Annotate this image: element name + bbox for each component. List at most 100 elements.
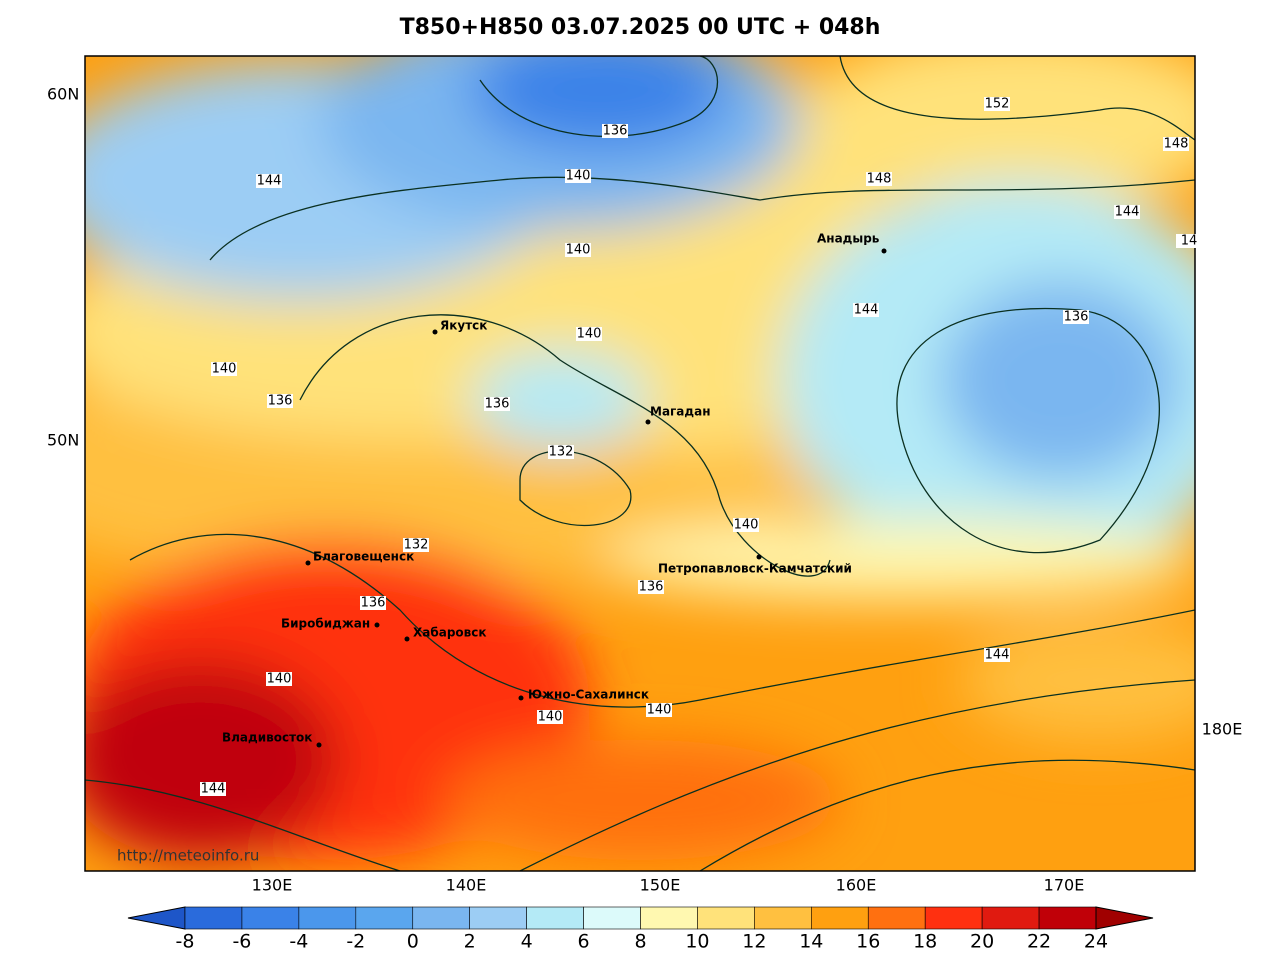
city-label: Анадырь: [817, 232, 880, 246]
colorbar-tick-label: 10: [685, 931, 709, 953]
contour-label-bg: [638, 580, 664, 594]
contour-label: 148: [867, 172, 892, 187]
contour-label-bg: [565, 243, 591, 257]
colorbar-tick-label: -4: [289, 931, 308, 953]
contour-label: 136: [268, 394, 293, 409]
contour-label: 144: [257, 174, 282, 189]
colorbar-bin: [298, 906, 357, 930]
colorbar-bin: [583, 906, 641, 930]
contour-label: 136: [485, 397, 510, 412]
city-dot: [881, 248, 887, 254]
contour-label: 152: [985, 97, 1010, 112]
contour-label: 140: [538, 710, 563, 725]
contour-label-bg: [1163, 137, 1189, 151]
contour-label: 144: [985, 648, 1010, 663]
contour-label: 132: [404, 538, 429, 553]
colorbar-tick-label: 20: [970, 931, 994, 953]
colorbar-tick-label: 4: [521, 931, 533, 953]
colorbar-tick-label: 24: [1084, 931, 1108, 953]
colorbar-bin: [355, 906, 414, 930]
lon-label: 170E: [1044, 876, 1085, 895]
city-label: Магадан: [650, 405, 711, 419]
contour-label: 140: [212, 362, 237, 377]
colorbar-bin: [867, 906, 926, 930]
contour-label-bg: [403, 538, 429, 552]
colorbar-bin: [412, 906, 470, 930]
contour-label-bg: [1176, 234, 1202, 248]
city-dot: [518, 695, 524, 701]
contour-label: 148: [1164, 137, 1189, 152]
contour-label-bg: [646, 703, 672, 717]
city-dot: [305, 560, 311, 566]
colorbar-tick-label: 16: [856, 931, 880, 953]
colorbar-bin: [981, 906, 1040, 930]
colorbar-tick-label: 22: [1027, 931, 1051, 953]
map-field: [85, 56, 1195, 871]
contour-label-bg: [537, 710, 563, 724]
colorbar-bin: [697, 906, 755, 930]
contour-label-bg: [256, 174, 282, 188]
contour-label: 140: [267, 672, 292, 687]
city-dot: [432, 329, 438, 335]
colorbar-tick-label: 6: [578, 931, 590, 953]
contour-label-bg: [984, 648, 1010, 662]
title: T850+H850 03.07.2025 00 UTC + 048h: [400, 15, 881, 40]
lon-label: 160E: [836, 876, 877, 895]
colorbar-bin: [924, 906, 983, 930]
city-label: Хабаровск: [413, 626, 487, 640]
colorbar-under: [127, 906, 186, 930]
contour-label: 140: [577, 327, 602, 342]
contour-label-bg: [1114, 205, 1140, 219]
contour-label-bg: [576, 327, 602, 341]
contour-label-bg: [853, 303, 879, 317]
contour-label-bg: [984, 97, 1010, 111]
city-label: Якутск: [440, 319, 487, 333]
contour-label-bg: [360, 596, 386, 610]
colorbar-bin: [811, 906, 869, 930]
contour-label: 144: [1115, 205, 1140, 220]
colorbar-tick-label: -8: [176, 931, 195, 953]
lon-label: 180E: [1202, 720, 1243, 739]
contour-label: 132: [549, 445, 574, 460]
contour-label: 136: [361, 596, 386, 611]
city-label: Биробиджан: [281, 617, 370, 631]
colorbar-over: [1095, 906, 1154, 930]
contour-label: 14: [1181, 234, 1198, 249]
city-label: Благовещенск: [313, 550, 414, 564]
lon-label: 140E: [446, 876, 487, 895]
colorbar-tick-label: 8: [634, 931, 646, 953]
contour-label-bg: [266, 672, 292, 686]
map-frame: [84, 55, 1196, 872]
colorbar-tick-label: 12: [742, 931, 766, 953]
city-dot: [756, 554, 762, 560]
colorbar-tick-label: 18: [913, 931, 937, 953]
city-dot: [645, 419, 651, 425]
contour-label-bg: [602, 124, 628, 138]
colorbar-bin: [754, 906, 812, 930]
contour-label-bg: [733, 518, 759, 532]
city-dot: [374, 622, 380, 628]
colorbar-bin: [241, 906, 300, 930]
lon-label: 130E: [252, 876, 293, 895]
contour-label-bg: [484, 397, 510, 411]
lon-label: 150E: [640, 876, 681, 895]
contour-label-bg: [548, 445, 574, 459]
lat-label: 60N: [47, 85, 79, 104]
city-label: Южно-Сахалинск: [528, 688, 649, 702]
city-dot: [316, 742, 322, 748]
colorbar-tick-label: -6: [232, 931, 251, 953]
contour-label: 140: [647, 703, 672, 718]
colorbar-tick-label: -2: [346, 931, 365, 953]
contour-label-bg: [1063, 310, 1089, 324]
contour-label-bg: [200, 782, 226, 796]
contour-label-bg: [565, 169, 591, 183]
colorbar-bin: [469, 906, 527, 930]
colorbar-bin: [640, 906, 698, 930]
colorbar-bin: [184, 906, 243, 930]
city-dot: [404, 636, 410, 642]
colorbar-bin: [1038, 906, 1097, 930]
contour-label-bg: [866, 172, 892, 186]
watermark: http://meteoinfo.ru: [117, 847, 259, 865]
colorbar-bin: [526, 906, 584, 930]
